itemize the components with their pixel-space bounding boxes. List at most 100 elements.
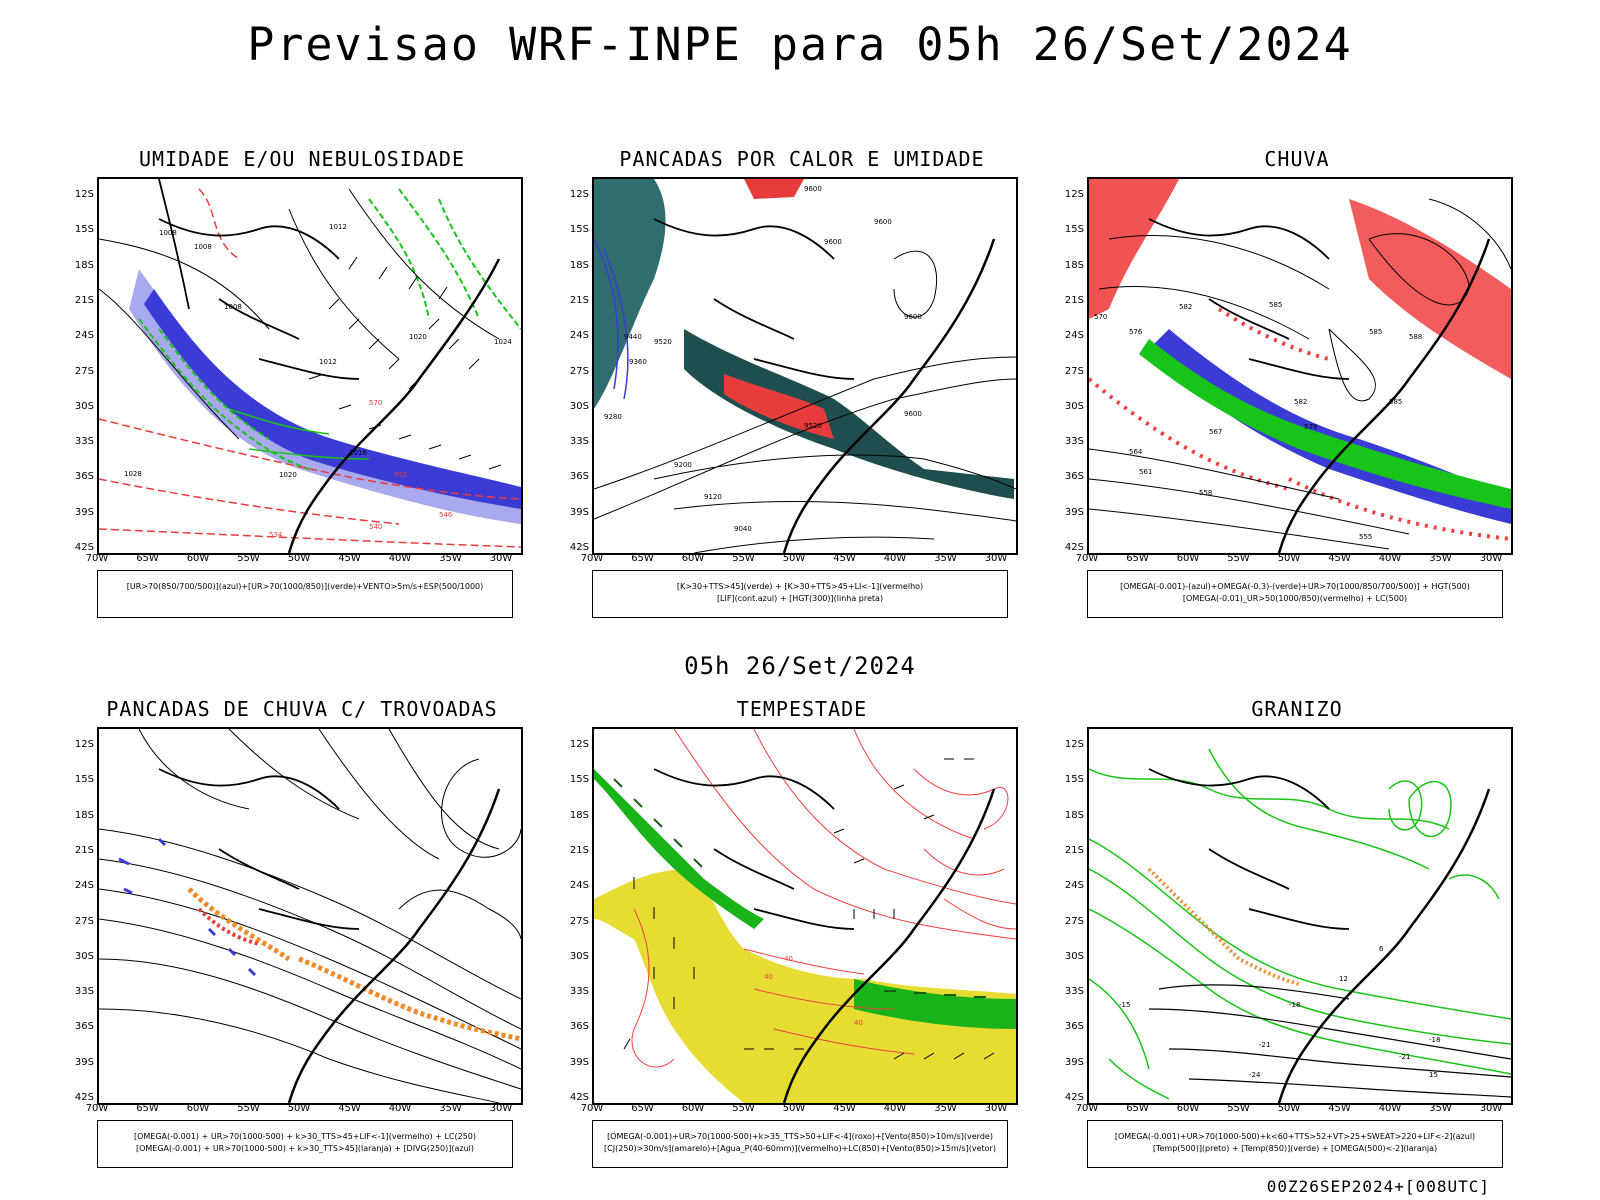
latitude-tick-label: 24S (74, 330, 94, 342)
longitude-tick-label: 45W (338, 553, 361, 564)
latitude-tick-label: 18S (569, 809, 589, 821)
latitude-tick-label: 21S (74, 844, 94, 856)
longitude-tick-label: 65W (631, 1103, 654, 1114)
svg-text:9440: 9440 (624, 333, 642, 341)
longitude-tick-label: 45W (1328, 1103, 1351, 1114)
svg-text:-18: -18 (1289, 1001, 1300, 1009)
panel-4-title: PANCADAS DE CHUVA C/ TROVOADAS (106, 697, 498, 721)
latitude-tick-label: 42S (569, 1092, 589, 1103)
longitude-tick-label: 65W (136, 1103, 159, 1114)
latitude-tick-label: 39S (1064, 506, 1084, 518)
longitude-tick-label: 40W (883, 1103, 907, 1114)
longitude-tick-label: 30W (489, 1103, 513, 1114)
latitude-tick-label: 39S (569, 506, 589, 518)
longitude-tick-label: 70W (580, 553, 604, 564)
latitude-tick-label: 24S (1064, 330, 1084, 342)
latitude-tick-label: 30S (569, 950, 589, 962)
latitude-tick-label: 15S (74, 224, 94, 236)
longitude-tick-label: 65W (1126, 553, 1149, 564)
latitude-tick-label: 39S (74, 506, 94, 518)
thunderstorm-showers-map-graphic (99, 729, 521, 1103)
svg-text:579: 579 (1304, 423, 1317, 431)
longitude-tick-label: 55W (237, 553, 260, 564)
longitude-tick-label: 30W (1479, 553, 1503, 564)
longitude-tick-label: 30W (984, 1103, 1008, 1114)
latitude-tick-label: 30S (74, 950, 94, 962)
svg-text:9120: 9120 (704, 493, 722, 501)
longitude-tick-label: 50W (1277, 1103, 1301, 1114)
longitude-tick-label: 50W (1277, 553, 1301, 564)
longitude-tick-label: 45W (833, 553, 856, 564)
storm-map-graphic: 40 40 40 (594, 729, 1016, 1103)
latitude-tick-label: 27S (74, 915, 94, 927)
latitude-tick-label: 24S (74, 880, 94, 892)
longitude-tick-label: 45W (338, 1103, 361, 1114)
svg-text:1012: 1012 (319, 358, 337, 366)
latitude-tick-label: 21S (74, 294, 94, 306)
latitude-tick-label: 18S (74, 809, 94, 821)
panel-1-title: UMIDADE E/OU NEBULOSIDADE (138, 147, 466, 171)
hail-map-graphic: -18 -18 -21 -21 -24 -15 15 12 6 (1089, 748, 1511, 1103)
longitude-tick-label: 55W (732, 1103, 755, 1114)
latitude-tick-label: 42S (569, 542, 589, 553)
svg-text:582: 582 (1179, 303, 1192, 311)
longitude-tick-label: 50W (782, 553, 806, 564)
latitude-tick-label: 18S (1064, 809, 1084, 821)
longitude-tick-label: 35W (1429, 553, 1452, 564)
longitude-tick-label: 50W (287, 1103, 311, 1114)
longitude-tick-label: 60W (186, 1103, 210, 1114)
latitude-tick-label: 12S (74, 189, 94, 200)
longitude-tick-label: 60W (681, 553, 705, 564)
longitude-tick-label: 70W (1075, 1103, 1099, 1114)
longitude-tick-label: 45W (1328, 553, 1351, 564)
svg-text:9520: 9520 (654, 338, 672, 346)
latitude-tick-label: 21S (1064, 294, 1084, 306)
svg-text:9600: 9600 (804, 185, 822, 193)
svg-text:15: 15 (1429, 1071, 1438, 1079)
svg-text:582: 582 (1294, 398, 1307, 406)
longitude-tick-label: 70W (85, 553, 109, 564)
svg-text:40: 40 (784, 955, 793, 963)
longitude-tick-label: 40W (1378, 553, 1402, 564)
longitude-tick-label: 55W (732, 553, 755, 564)
latitude-tick-label: 33S (74, 986, 94, 998)
latitude-tick-label: 30S (74, 400, 94, 412)
svg-text:9360: 9360 (629, 358, 647, 366)
svg-text:9600: 9600 (824, 238, 842, 246)
latitude-tick-label: 12S (74, 739, 94, 750)
svg-text:555: 555 (1359, 533, 1372, 541)
svg-text:570: 570 (1094, 313, 1107, 321)
latitude-tick-label: 15S (569, 224, 589, 236)
panel-6-title: GRANIZO (1251, 697, 1343, 721)
latitude-tick-label: 39S (74, 1056, 94, 1068)
longitude-tick-label: 30W (489, 553, 513, 564)
svg-text:540: 540 (369, 523, 382, 531)
panel-6-map: -18 -18 -21 -21 -24 -15 15 12 6 (1087, 727, 1513, 1105)
svg-text:546: 546 (439, 511, 453, 519)
longitude-tick-label: 35W (439, 1103, 462, 1114)
panel-3-title: CHUVA (1264, 147, 1330, 171)
latitude-tick-label: 30S (1064, 950, 1084, 962)
longitude-tick-label: 40W (883, 553, 907, 564)
panel-4-legend: [OMEGA(-0.001) + UR>70(1000-500) + k>30_… (97, 1120, 513, 1168)
longitude-tick-label: 35W (934, 1103, 957, 1114)
latitude-tick-label: 33S (1064, 436, 1084, 448)
latitude-tick-label: 39S (569, 1056, 589, 1068)
svg-text:12: 12 (1339, 975, 1348, 983)
svg-text:564: 564 (1129, 448, 1143, 456)
longitude-tick-label: 70W (580, 1103, 604, 1114)
longitude-tick-label: 50W (782, 1103, 806, 1114)
forecast-date-label: 05h 26/Set/2024 (684, 652, 916, 680)
svg-text:40: 40 (854, 1019, 863, 1027)
latitude-tick-label: 42S (1064, 542, 1084, 553)
longitude-tick-label: 40W (388, 553, 412, 564)
latitude-tick-label: 30S (569, 400, 589, 412)
longitude-tick-label: 55W (1227, 553, 1250, 564)
svg-text:-15: -15 (1119, 1001, 1130, 1009)
panel-2-legend: [K>30+TTS>45](verde) + [K>30+TTS>45+LI<-… (592, 570, 1008, 618)
latitude-tick-label: 18S (1064, 259, 1084, 271)
svg-text:9600: 9600 (904, 313, 922, 321)
svg-text:-21: -21 (1399, 1053, 1410, 1061)
panel-1-map: 1008 1008 1008 1012 1012 1016 1020 1020 … (97, 177, 523, 555)
svg-text:1008: 1008 (224, 303, 242, 311)
